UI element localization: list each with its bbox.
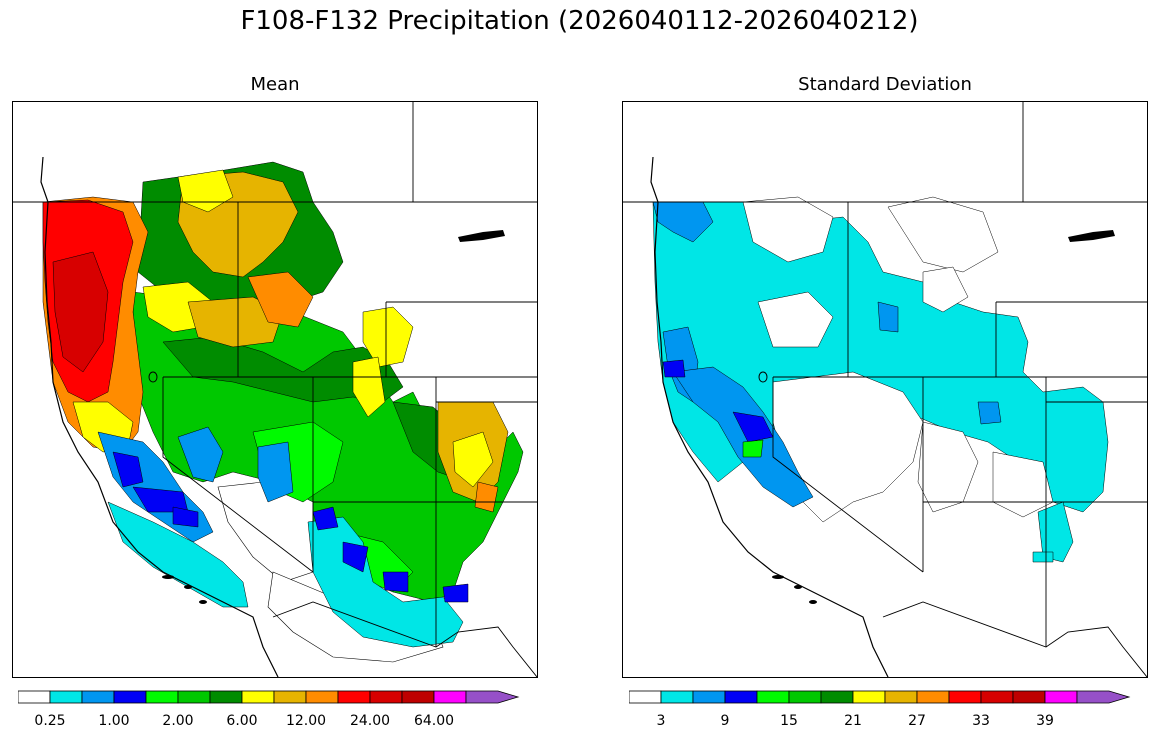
- std-colorbar-bin: [756, 690, 790, 704]
- std-tick-label: 39: [1036, 713, 1054, 729]
- mean-colorbar-bin: [465, 690, 520, 704]
- mean-panel-title: Mean: [250, 74, 300, 95]
- mean-colorbar-bin: [369, 690, 403, 704]
- mean-colorbar-bin: [273, 690, 307, 704]
- std-colorbar-bin: [660, 690, 694, 704]
- mean-map-canvas: [13, 102, 537, 677]
- std-colorbar-bin: [1044, 690, 1078, 704]
- mean-colorbar-bin: [49, 690, 83, 704]
- mean-tick-label: 6.00: [226, 713, 258, 729]
- std-colorbar-bin: [980, 690, 1014, 704]
- mean-tick-label: 12.00: [285, 713, 327, 729]
- mean-tick-label: 0.25: [34, 713, 66, 729]
- mean-map: [12, 101, 538, 678]
- std-tick-label: 9: [720, 713, 730, 729]
- std-tick-label: 27: [908, 713, 926, 729]
- mean-tick-label: 2.00: [162, 713, 194, 729]
- std-colorbar: [629, 690, 1131, 704]
- mean-colorbar-bin: [401, 690, 435, 704]
- std-colorbar-bin: [820, 690, 854, 704]
- std-colorbar-bin: [1076, 690, 1131, 704]
- std-colorbar-bin: [884, 690, 918, 704]
- mean-tick-label: 1.00: [98, 713, 130, 729]
- std-panel-title: Standard Deviation: [798, 74, 972, 95]
- mean-colorbar-bin: [241, 690, 275, 704]
- std-colorbar-bin: [692, 690, 726, 704]
- std-tick-label: 33: [972, 713, 990, 729]
- std-tick-label: 15: [780, 713, 798, 729]
- figure-title: F108-F132 Precipitation (2026040112-2026…: [240, 6, 919, 36]
- mean-colorbar-bin: [305, 690, 339, 704]
- mean-colorbar-bin: [177, 690, 211, 704]
- mean-colorbar-bin: [113, 690, 147, 704]
- std-colorbar-bin: [916, 690, 950, 704]
- std-colorbar-bin: [852, 690, 886, 704]
- mean-colorbar-bin: [81, 690, 115, 704]
- std-colorbar-bin: [948, 690, 982, 704]
- std-map: [622, 101, 1148, 678]
- mean-colorbar: [18, 690, 520, 704]
- mean-colorbar-bin: [209, 690, 243, 704]
- mean-colorbar-bin: [337, 690, 371, 704]
- std-tick-label: 3: [656, 713, 666, 729]
- mean-tick-label: 64.00: [413, 713, 455, 729]
- mean-colorbar-bin: [433, 690, 467, 704]
- std-colorbar-bin: [629, 690, 662, 704]
- mean-tick-label: 24.00: [349, 713, 391, 729]
- mean-colorbar-bin: [145, 690, 179, 704]
- std-map-canvas: [623, 102, 1147, 677]
- mean-colorbar-bin: [18, 690, 51, 704]
- std-colorbar-bin: [788, 690, 822, 704]
- std-tick-label: 21: [844, 713, 862, 729]
- std-colorbar-bin: [724, 690, 758, 704]
- std-colorbar-bin: [1012, 690, 1046, 704]
